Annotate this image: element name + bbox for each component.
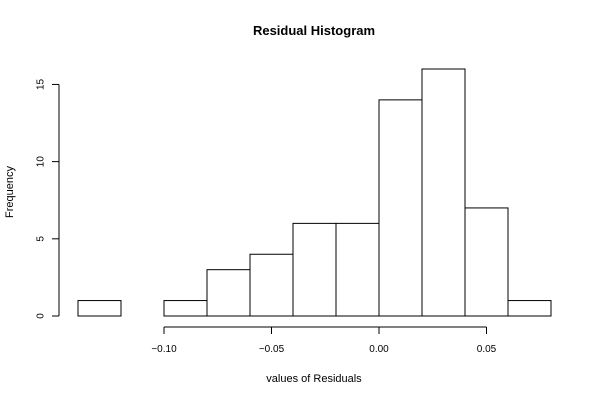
x-axis: −0.10 −0.05 0.00 0.05 (151, 326, 497, 355)
y-tick-label-0: 0 (36, 313, 47, 319)
histogram-bar-7 (378, 99, 423, 317)
y-tick-label-3: 15 (36, 78, 47, 90)
histogram-bar-8 (421, 68, 466, 317)
bars-group (77, 68, 552, 317)
y-tick-label-1: 5 (36, 236, 47, 242)
histogram-bar-4 (249, 253, 294, 317)
histogram-bar-6 (335, 222, 380, 317)
histogram-bar-3 (206, 269, 251, 317)
y-axis: 0 5 10 15 (36, 78, 60, 319)
histogram-bar-2 (163, 300, 208, 317)
histogram-bar-0 (77, 300, 122, 317)
x-tick-label-0: −0.10 (151, 344, 177, 355)
chart-title: Residual Histogram (253, 23, 375, 38)
x-tick-label-3: 0.05 (477, 344, 497, 355)
x-tick-label-2: 0.00 (369, 344, 389, 355)
y-tick-label-2: 10 (36, 156, 47, 168)
y-axis-label: Frequency (4, 166, 16, 218)
x-tick-label-1: −0.05 (259, 344, 285, 355)
histogram-bar-10 (507, 300, 552, 317)
histogram-bar-9 (464, 207, 509, 317)
histogram-bar-5 (292, 222, 337, 317)
x-axis-label: values of Residuals (266, 373, 362, 385)
